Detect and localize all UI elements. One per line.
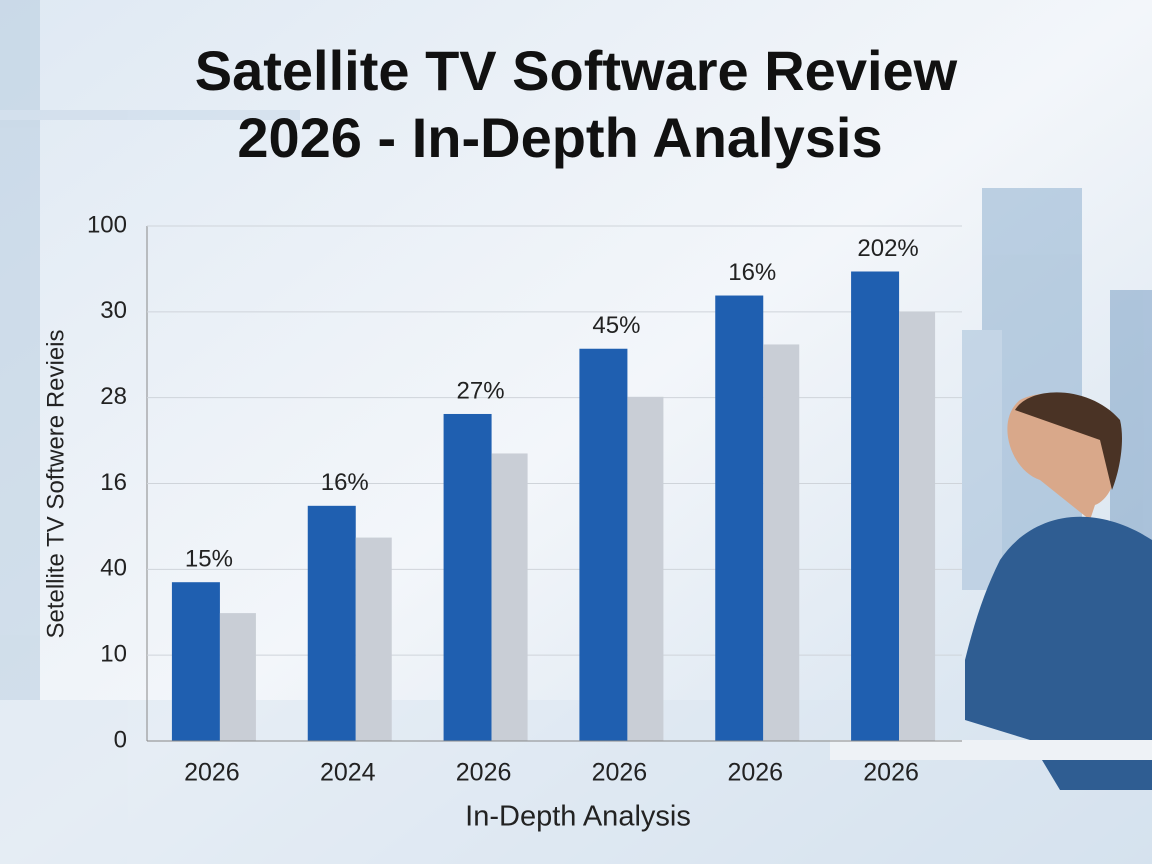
x-axis-label: In-Depth Analysis <box>465 801 691 833</box>
x-tick-label: 2026 <box>863 759 919 787</box>
bar <box>851 271 900 741</box>
x-tick-label: 2026 <box>456 759 512 787</box>
bar <box>899 311 936 741</box>
bar <box>219 613 256 741</box>
bar-annotation: 15% <box>185 546 233 573</box>
chart-title: 2026 - In-Depth Analysis <box>237 106 882 169</box>
bar <box>579 348 628 741</box>
bar <box>491 453 528 741</box>
y-tick-label: 100 <box>87 211 127 238</box>
chart-title: Satellite TV Software Review <box>195 39 958 102</box>
x-tick-label: 2024 <box>320 759 376 787</box>
bar <box>715 295 764 741</box>
bar-annotation: 16% <box>728 259 776 286</box>
bar <box>171 582 220 741</box>
bar-annotation: 16% <box>321 469 369 496</box>
person <box>830 392 1152 790</box>
y-tick-label: 40 <box>100 555 127 582</box>
y-tick-label: 30 <box>100 297 127 324</box>
y-tick-label: 10 <box>100 641 127 668</box>
bar <box>443 413 492 741</box>
y-axis-label: Setellite TV Softwere Revieis <box>42 329 69 638</box>
x-tick-label: 2026 <box>184 759 240 787</box>
x-tick-label: 2026 <box>727 759 783 787</box>
bar <box>355 537 392 741</box>
bar <box>307 505 356 741</box>
bar-annotation: 202% <box>857 235 918 262</box>
y-tick-label: 28 <box>100 383 127 410</box>
y-tick-label: 0 <box>114 726 127 753</box>
y-tick-label: 16 <box>100 469 127 496</box>
bar-annotation: 45% <box>592 312 640 339</box>
x-tick-label: 2026 <box>592 759 648 787</box>
bar <box>627 396 664 741</box>
bar-annotation: 27% <box>457 377 505 404</box>
bar <box>763 344 800 741</box>
